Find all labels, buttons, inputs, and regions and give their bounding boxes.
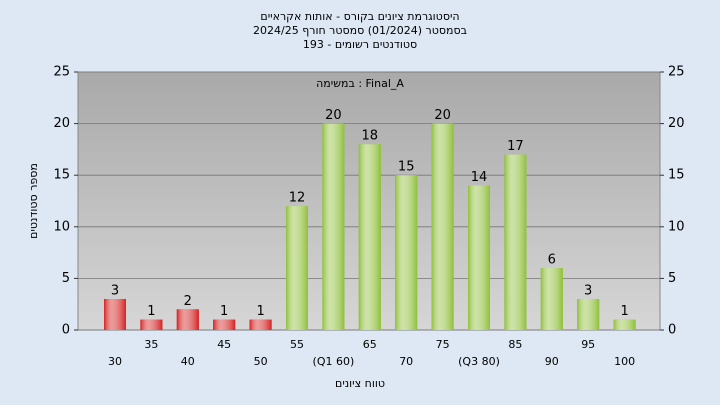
x-tick-label: 100 [614, 355, 635, 368]
value-label: 1 [256, 304, 264, 319]
value-label: 3 [111, 284, 119, 299]
x-tick-label: 65 [363, 338, 377, 351]
bar-shine [613, 319, 636, 330]
y2-tick-label: 5 [668, 271, 676, 286]
value-label: 15 [398, 160, 415, 175]
value-label: 6 [548, 253, 556, 268]
bar-shine [249, 319, 272, 330]
value-label: 20 [434, 108, 451, 123]
y-axis-label: מספר סטודנטים [27, 163, 40, 239]
bar-shine [140, 319, 163, 330]
value-label: 1 [220, 304, 228, 319]
x-tick-label: 95 [581, 338, 595, 351]
value-label: 1 [147, 304, 155, 319]
bar-shine [577, 299, 600, 330]
y2-tick-label: 25 [668, 65, 685, 80]
x-tick-label: 50 [254, 355, 268, 368]
bar-shine [431, 123, 454, 330]
bar-shine [468, 185, 490, 330]
bar-shine [358, 144, 381, 330]
y-tick-label: 25 [53, 65, 70, 80]
value-label: 12 [289, 191, 306, 206]
y-tick-label: 0 [62, 323, 70, 338]
x-tick-label: 30 [108, 355, 122, 368]
y2-tick-label: 20 [668, 116, 685, 131]
x-tick-label: (Q1 60) [313, 355, 355, 368]
x-tick-label: 40 [181, 355, 195, 368]
y-tick-label: 10 [53, 219, 70, 234]
y-tick-label: 5 [62, 271, 70, 286]
bar-shine [286, 206, 308, 330]
x-tick-label: 90 [545, 355, 559, 368]
bar-shine [322, 123, 345, 330]
value-label: 2 [184, 294, 192, 309]
value-label: 18 [362, 129, 379, 144]
x-tick-label: 45 [217, 338, 231, 351]
chart-title: סטודנטים רשומים - 193 [303, 38, 417, 51]
value-label: 3 [584, 284, 592, 299]
chart-title: בסמסטר (01/2024) סמסטר חורף 2024/25 [253, 24, 467, 37]
y-tick-label: 15 [53, 168, 70, 183]
x-tick-label: 85 [508, 338, 522, 351]
x-tick-label: 70 [399, 355, 413, 368]
x-tick-label: 55 [290, 338, 304, 351]
x-tick-label: (Q3 80) [458, 355, 500, 368]
bar-shine [213, 319, 236, 330]
y2-tick-label: 15 [668, 168, 685, 183]
bar-shine [395, 175, 418, 330]
x-tick-label: 35 [144, 338, 158, 351]
x-tick-label: 75 [436, 338, 450, 351]
bar-shine [176, 309, 199, 330]
y2-tick-label: 0 [668, 323, 676, 338]
bar-shine [504, 154, 527, 330]
value-label: 17 [507, 139, 524, 154]
x-axis-label: טווח ציונים [335, 377, 385, 390]
chart-title: היסטוגרמת ציונים בקורס - אותות אקראיים [260, 10, 459, 23]
y-tick-label: 20 [53, 116, 70, 131]
value-label: 20 [325, 108, 342, 123]
annotation: במשימה : Final_A [316, 77, 404, 90]
y2-tick-label: 10 [668, 219, 685, 234]
value-label: 1 [620, 304, 628, 319]
value-label: 14 [471, 170, 488, 185]
bar-shine [540, 268, 563, 330]
bar-shine [104, 299, 126, 330]
